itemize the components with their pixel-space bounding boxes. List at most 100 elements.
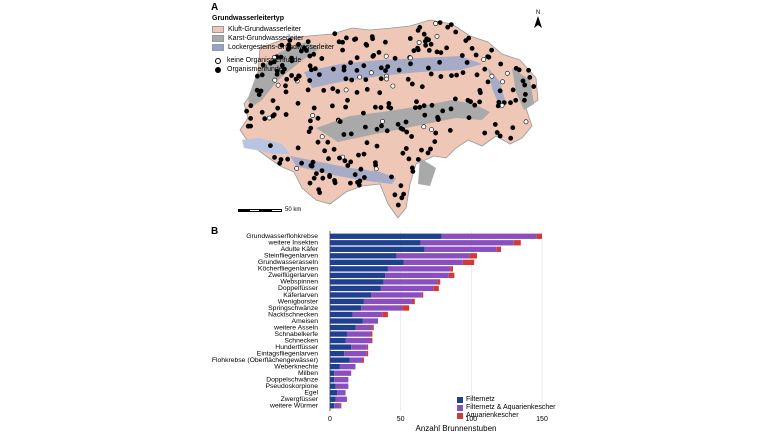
site-with-organisms [320,175,326,181]
site-with-organisms [317,72,322,77]
site-with-organisms [296,73,301,79]
bar-segment [330,403,335,409]
x-tick-label: 150 [536,416,548,423]
category-label: Steinfliegenlarven [264,253,318,260]
site-with-organisms [494,130,500,135]
site-with-organisms [423,42,428,48]
site-with-organisms [376,50,382,55]
site-with-organisms [513,97,519,103]
site-with-organisms [437,20,443,25]
site-no-organisms [368,70,374,76]
site-with-organisms [363,41,369,47]
legend-swatch [212,35,224,42]
site-no-organisms [429,127,434,132]
site-no-organisms [272,77,278,83]
sampling-points [244,20,537,208]
site-with-organisms [382,39,388,45]
site-with-organisms [516,67,522,73]
site-with-organisms [377,90,383,96]
site-with-organisms [425,150,431,156]
bar-segment [330,337,346,344]
site-with-organisms [310,159,316,165]
bar-segment [330,344,352,350]
site-with-organisms [286,42,292,48]
site-with-organisms [352,172,358,177]
site-with-organisms [407,36,413,41]
site-no-organisms [390,83,396,89]
site-with-organisms [295,100,301,106]
site-with-organisms [278,54,284,60]
site-with-organisms [477,99,482,105]
bar-segment [330,318,363,324]
site-with-organisms [321,88,327,93]
bar-segment [330,305,362,311]
site-with-organisms [522,82,528,88]
bar-segment [334,370,352,376]
legend-label: Kluft-Grundwasserleiter [228,26,302,33]
site-with-organisms [271,59,277,65]
site-with-organisms [428,146,433,152]
category-label: Doppelfüsser [278,285,319,292]
site-with-organisms [474,72,480,78]
category-label: Schnabelkerfe [275,331,319,338]
bar-segment [387,266,451,272]
site-with-organisms [340,39,345,45]
bar-segment [362,357,364,363]
site-with-organisms [463,38,469,43]
legend-item-kluft: Kluft-Grundwasserleiter [212,25,334,34]
site-with-organisms [392,55,398,61]
site-with-organisms [364,87,370,92]
bar-segment [330,298,364,305]
site-with-organisms [248,116,253,121]
site-with-organisms [322,148,327,154]
bar-segment [355,324,373,331]
site-with-organisms [342,158,348,164]
site-with-organisms [307,63,313,69]
legend-item-karst: Karst-Grundwasserleiter [212,34,334,43]
site-with-organisms [296,42,301,47]
site-with-organisms [361,63,367,69]
karst-jura [248,42,320,108]
site-with-organisms [454,72,459,78]
site-with-organisms [460,70,466,75]
bar-segment [334,377,349,383]
site-with-organisms [306,129,312,135]
site-no-organisms [310,113,316,118]
filled-circle-icon [215,66,221,73]
site-with-organisms [400,127,406,132]
site-with-organisms [340,47,345,53]
site-with-organisms [317,190,323,196]
site-with-organisms [485,79,491,85]
north-arrow-icon [534,16,542,28]
bar-segment [424,246,497,252]
site-with-organisms [388,105,394,111]
bar-segment [330,324,356,331]
site-no-organisms [433,21,439,26]
category-label: Schnecken [284,337,318,344]
site-with-organisms [244,108,249,114]
site-with-organisms [437,59,442,65]
site-with-organisms [307,180,313,186]
site-no-organisms [416,40,422,45]
lockergestein-plateau [304,56,482,88]
bar-segment [330,272,386,279]
site-with-organisms [293,76,299,82]
site-with-organisms [295,145,301,151]
legend-label: Aquarienkescher [466,412,519,419]
site-with-organisms [466,115,472,121]
site-with-organisms [284,76,290,82]
site-with-organisms [363,77,369,82]
site-with-organisms [348,60,353,65]
site-with-organisms [311,51,317,57]
site-with-organisms [482,66,488,72]
site-with-organisms [364,140,370,146]
bar-segment [330,357,350,363]
site-with-organisms [304,48,309,53]
site-with-organisms [259,109,265,115]
site-with-organisms [447,128,453,133]
site-with-organisms [360,110,366,116]
site-with-organisms [357,178,363,184]
category-label: Flohkrebse (Oberflächengewässer) [212,357,318,364]
site-with-organisms [348,159,354,165]
site-with-organisms [308,118,313,124]
